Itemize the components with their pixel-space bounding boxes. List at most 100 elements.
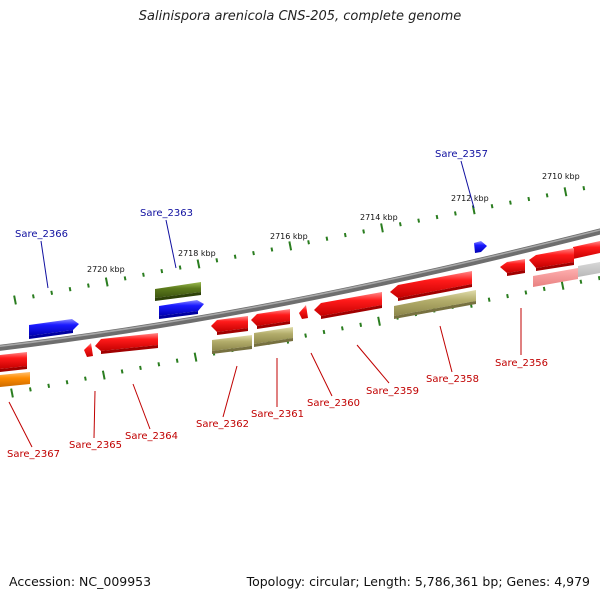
label-sare-2358: Sare_2358 <box>426 374 479 385</box>
gene-sare-2366 <box>29 319 79 339</box>
outer-minor-tick <box>454 211 457 216</box>
ruler-label-2712: 2712 kbp <box>451 194 489 203</box>
topology-label: Topology: <box>246 574 306 589</box>
inner-minor-tick <box>579 279 583 284</box>
gene-forward-edge-gray <box>578 262 600 277</box>
inner-minor-tick <box>359 322 363 327</box>
outer-major-tick <box>471 205 476 215</box>
leader-sare-2364 <box>132 383 151 430</box>
inner-major-tick <box>10 388 14 398</box>
forward-strand-genes <box>29 241 600 339</box>
ruler-label-2716: 2716 kbp <box>270 232 308 241</box>
label-sare-2361: Sare_2361 <box>251 409 304 420</box>
gene-sare-2363-olive <box>155 282 201 301</box>
outer-minor-tick <box>545 193 549 198</box>
inner-minor-tick <box>487 297 491 302</box>
genes-label: Genes: <box>506 574 551 589</box>
outer-minor-tick <box>87 283 90 288</box>
outer-minor-tick <box>123 276 127 281</box>
inner-minor-tick <box>120 369 124 374</box>
leader-sare-2367 <box>8 401 33 448</box>
ruler-label-2714: 2714 kbp <box>360 213 398 222</box>
inner-minor-tick <box>157 362 161 367</box>
leader-sare-2360 <box>310 352 333 397</box>
leader-sare-2362 <box>222 365 238 418</box>
length-label: Length: <box>363 574 411 589</box>
outer-minor-tick <box>270 247 274 252</box>
outer-major-tick <box>196 259 201 269</box>
inner-minor-tick <box>304 333 308 338</box>
outer-minor-tick <box>68 287 72 292</box>
inner-major-tick <box>377 316 381 326</box>
gene-sare-2367-orange <box>0 372 30 387</box>
gene-sare-2356-b <box>529 248 574 271</box>
outer-major-tick <box>563 187 568 197</box>
label-sare-2363: Sare_2363 <box>140 208 193 219</box>
genome-backbone <box>0 228 600 351</box>
topology-value: circular <box>309 574 356 589</box>
inner-minor-tick <box>506 293 509 299</box>
figure-title: Salinispora arenicola CNS-205, complete … <box>138 9 462 24</box>
leader-sare-2366 <box>40 240 49 289</box>
outer-minor-tick <box>233 254 237 259</box>
label-sare-2365: Sare_2365 <box>69 440 122 451</box>
gene-forward-edge-1 <box>573 241 600 259</box>
gene-sare-2359 <box>314 292 382 319</box>
gene-sare-2362 <box>211 316 248 335</box>
outer-minor-tick <box>160 268 164 274</box>
gene-sare-2363 <box>159 300 204 319</box>
outer-minor-tick <box>417 218 421 223</box>
label-sare-2362: Sare_2362 <box>196 419 249 430</box>
gene-sare-2365 <box>84 343 93 357</box>
outer-minor-tick <box>343 232 347 238</box>
outer-minor-tick <box>215 258 219 263</box>
outer-minor-tick <box>527 196 531 202</box>
label-sare-2360: Sare_2360 <box>307 398 360 409</box>
outer-major-tick <box>288 241 293 251</box>
inner-minor-tick <box>340 326 344 331</box>
inner-minor-tick <box>47 383 51 388</box>
outer-minor-tick <box>490 204 494 209</box>
label-sare-2367: Sare_2367 <box>7 449 60 460</box>
gene-sare-2362-khaki <box>212 335 252 354</box>
inner-major-tick <box>560 280 565 290</box>
outer-minor-tick <box>142 272 145 277</box>
label-sare-2357: Sare_2357 <box>435 149 488 160</box>
inner-minor-tick <box>84 376 87 381</box>
genome-backbone-highlight <box>0 229 600 348</box>
outer-tick-ruler <box>13 186 586 305</box>
inner-major-tick <box>101 370 106 380</box>
label-sare-2366: Sare_2366 <box>15 229 68 240</box>
outer-minor-tick <box>582 186 586 191</box>
leader-sare-2365 <box>93 390 96 439</box>
outer-minor-tick <box>325 236 329 241</box>
outer-minor-tick <box>178 265 182 270</box>
outer-minor-tick <box>398 222 402 227</box>
inner-minor-tick <box>65 380 69 385</box>
accession-value: NC_009953 <box>79 574 152 589</box>
label-sare-2356: Sare_2356 <box>495 358 548 369</box>
ruler-label-2710: 2710 kbp <box>542 172 580 181</box>
leader-sare-2358 <box>439 325 453 373</box>
leader-sare-2357 <box>460 160 475 209</box>
gene-sare-2361 <box>251 309 290 329</box>
accession-info: Accession: NC_009953 <box>9 574 151 589</box>
genome-summary: Topology: circular; Length: 5,786,361 bp… <box>246 574 590 589</box>
inner-minor-tick <box>175 358 179 363</box>
outer-minor-tick <box>307 240 310 245</box>
reverse-strand-genes <box>0 248 578 387</box>
ruler-label-2720: 2720 kbp <box>87 265 125 274</box>
inner-minor-tick <box>28 387 32 392</box>
outer-major-tick <box>380 223 384 233</box>
inner-minor-tick <box>542 286 546 292</box>
outer-minor-tick <box>362 229 365 234</box>
gene-sare-2361-khaki <box>254 327 293 347</box>
gene-sare-2367 <box>0 352 27 372</box>
gene-sare-2358-khaki <box>394 290 476 319</box>
inner-minor-tick <box>524 290 528 295</box>
outer-minor-tick <box>50 290 54 295</box>
gene-sare-2357 <box>474 241 487 253</box>
gene-sare-2356 <box>500 259 525 276</box>
